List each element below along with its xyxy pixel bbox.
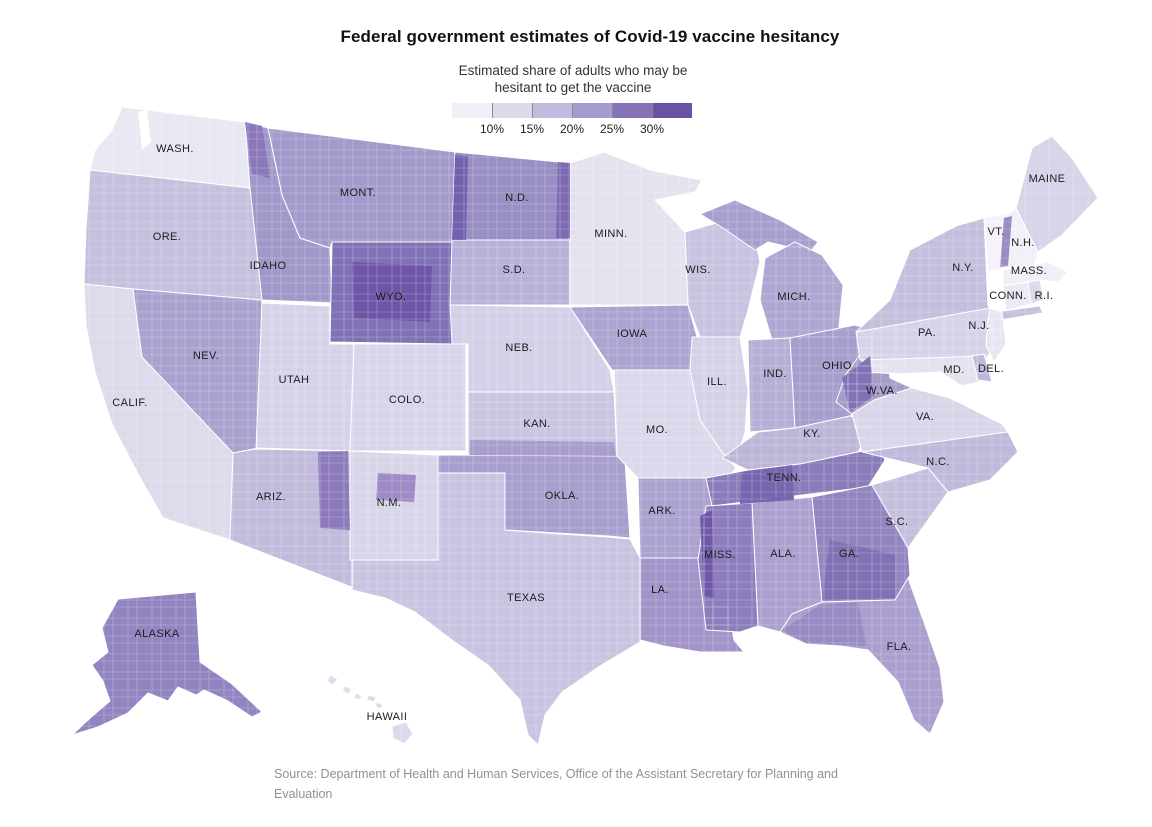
county-cluster-az-northeast: [318, 451, 350, 530]
source-line2: Evaluation: [274, 787, 333, 801]
label-kentucky: KY.: [803, 428, 821, 440]
label-oklahoma: OKLA.: [545, 490, 579, 502]
legend-swatch-2: [492, 103, 532, 118]
legend-swatch-3: [532, 103, 572, 118]
label-delaware: DEL.: [978, 363, 1004, 375]
page-title: Federal government estimates of Covid-19…: [340, 27, 840, 46]
label-illinois: ILL.: [707, 376, 727, 388]
label-washington: WASH.: [156, 143, 194, 155]
label-vermont: VT.: [987, 226, 1004, 238]
county-cluster-nd-east: [556, 162, 570, 238]
label-louisiana: LA.: [651, 584, 669, 596]
state-alaska[interactable]: [71, 591, 263, 736]
label-utah: UTAH: [279, 374, 310, 386]
label-new-york: N.Y.: [952, 262, 974, 274]
label-missouri: MO.: [646, 424, 668, 436]
label-virginia: VA.: [916, 411, 934, 423]
label-wisconsin: WIS.: [685, 264, 710, 276]
label-new-hampshire: N.H.: [1011, 237, 1035, 249]
legend-caption-line2: hesitant to get the vaccine: [494, 80, 652, 95]
legend-label-10: 10%: [479, 122, 505, 136]
legend-tick-15: [532, 103, 533, 118]
source-note: Source: Department of Health and Human S…: [274, 764, 874, 804]
state-indiana[interactable]: [747, 337, 796, 433]
source-line1: Source: Department of Health and Human S…: [274, 767, 838, 781]
label-minnesota: MINN.: [594, 228, 627, 240]
label-maryland: MD.: [943, 364, 964, 376]
legend-color-bar: [452, 103, 692, 118]
label-connecticut: CONN.: [989, 290, 1026, 302]
label-georgia: GA.: [839, 548, 859, 560]
legend-tick-25: [612, 103, 613, 118]
legend-swatch-6: [652, 103, 692, 118]
legend-tick-20: [572, 103, 573, 118]
label-colorado: COLO.: [389, 394, 425, 406]
label-kansas: KAN.: [523, 418, 550, 430]
label-new-jersey: N.J.: [968, 320, 989, 332]
label-florida: FLA.: [887, 641, 912, 653]
label-massachusetts: MASS.: [1011, 265, 1047, 277]
legend-label-30: 30%: [639, 122, 665, 136]
label-michigan: MICH.: [777, 291, 810, 303]
legend-tick-10: [492, 103, 493, 118]
label-rhode-island: R.I.: [1035, 290, 1054, 302]
legend-label-20: 20%: [559, 122, 585, 136]
puget-sound-water: [138, 110, 151, 150]
label-mississippi: MISS.: [704, 549, 736, 561]
legend-tick-30: [652, 103, 653, 118]
state-hawaii[interactable]: [326, 674, 414, 745]
label-south-carolina: S.C.: [886, 516, 909, 528]
county-cluster-ks-south-band: [470, 440, 616, 456]
label-idaho: IDAHO: [250, 260, 287, 272]
label-arizona: ARIZ.: [256, 491, 286, 503]
label-new-mexico: N.M.: [377, 497, 402, 509]
label-alaska: ALASKA: [134, 628, 179, 640]
label-arkansas: ARK.: [648, 505, 675, 517]
label-pennsylvania: PA.: [918, 327, 936, 339]
label-indiana: IND.: [763, 368, 787, 380]
color-legend: 10% 15% 20% 25% 30%: [452, 103, 692, 143]
label-north-dakota: N.D.: [505, 192, 529, 204]
label-california: CALIF.: [112, 397, 147, 409]
label-maine: MAINE: [1029, 173, 1066, 185]
label-tennessee: TENN.: [767, 472, 802, 484]
label-west-virginia: W.VA.: [866, 385, 898, 397]
legend-caption-line1: Estimated share of adults who may be: [458, 63, 688, 78]
legend-label-15: 15%: [519, 122, 545, 136]
label-alabama: ALA.: [770, 548, 795, 560]
label-ohio: OHIO: [822, 360, 852, 372]
legend-swatch-1: [452, 103, 492, 118]
label-montana: MONT.: [340, 187, 376, 199]
label-oregon: ORE.: [153, 231, 182, 243]
label-iowa: IOWA: [617, 328, 648, 340]
legend-swatch-5: [612, 103, 652, 118]
label-nevada: NEV.: [193, 350, 219, 362]
legend-caption: Estimated share of adults who may be hes…: [442, 62, 704, 96]
legend-swatch-4: [572, 103, 612, 118]
legend-label-25: 25%: [599, 122, 625, 136]
state-minnesota[interactable]: [569, 151, 703, 306]
label-texas: TEXAS: [507, 592, 545, 604]
label-north-carolina: N.C.: [926, 456, 950, 468]
label-hawaii: HAWAII: [367, 711, 408, 723]
label-wyoming: WYO.: [376, 291, 407, 303]
label-south-dakota: S.D.: [503, 264, 526, 276]
label-nebraska: NEB.: [505, 342, 532, 354]
